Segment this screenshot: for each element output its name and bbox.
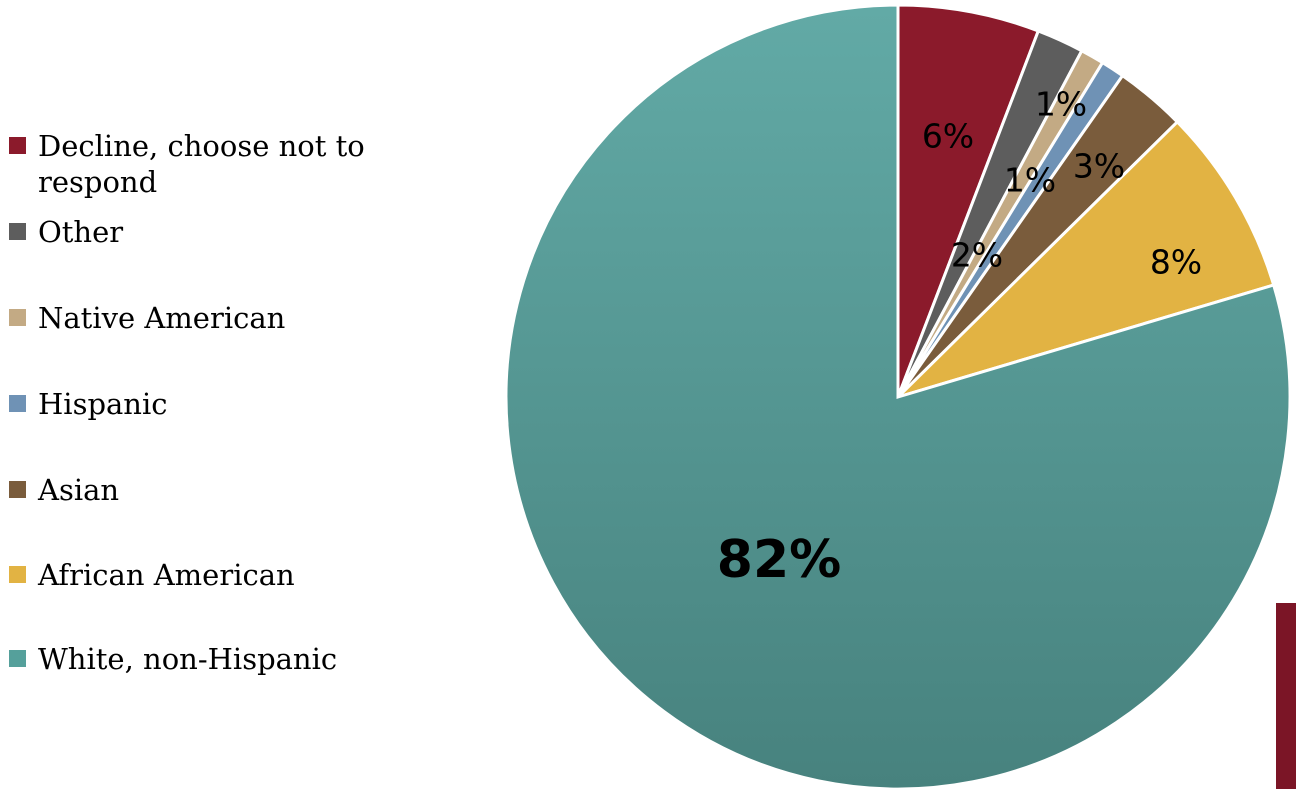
pie-data-labels: 6%2%1%1% 3%8%82% [717, 85, 1202, 591]
data-label-native-american: 1% [1035, 85, 1087, 124]
data-label-decline-choose-not-to-respond: 6% [922, 117, 974, 156]
pie-slice-african-american [896, 119, 1276, 399]
pie-slice-white-non-hispanic [504, 3, 1292, 789]
legend-label: Asian [37, 473, 119, 507]
data-label-other: 2% [951, 236, 1003, 275]
legend-item-hispanic: Hispanic [9, 387, 168, 421]
legend-item-african-american: African American [9, 558, 295, 592]
legend-item-decline-choose-not-to-respond: Decline, choose not to respond [9, 129, 365, 199]
legend-label: Other [38, 215, 123, 249]
data-label-white-non-hispanic: 82% [717, 530, 841, 590]
legend-swatch [9, 395, 26, 412]
legend-item-other: Other [9, 215, 123, 249]
legend-label: Decline, choose not to respond [38, 129, 365, 199]
data-label-african-american: 8% [1150, 243, 1202, 282]
data-label-asian: 3% [1073, 147, 1125, 186]
data-label-hispanic: 1% [1004, 161, 1056, 200]
legend-label: Hispanic [38, 387, 168, 421]
pie-slice-decline-choose-not-to-respond [896, 3, 1041, 398]
legend-swatch [9, 481, 26, 498]
pie-slices [504, 3, 1292, 789]
legend-swatch [9, 223, 26, 240]
legend-swatch [9, 566, 26, 583]
legend-label: Native American [38, 301, 285, 335]
legend-label: White, non-Hispanic [38, 642, 337, 676]
legend-item-white-non-hispanic: White, non-Hispanic [9, 642, 337, 676]
slide-corner-accent [1276, 603, 1296, 789]
legend-swatch [9, 650, 26, 667]
legend-item-asian: Asian [9, 473, 119, 507]
legend-item-native-american: Native American [9, 301, 285, 335]
legend-label: African American [37, 558, 295, 592]
legend-swatch [9, 137, 26, 154]
legend: Decline, choose not to respond Other Native… [9, 129, 365, 676]
legend-swatch [9, 309, 26, 326]
